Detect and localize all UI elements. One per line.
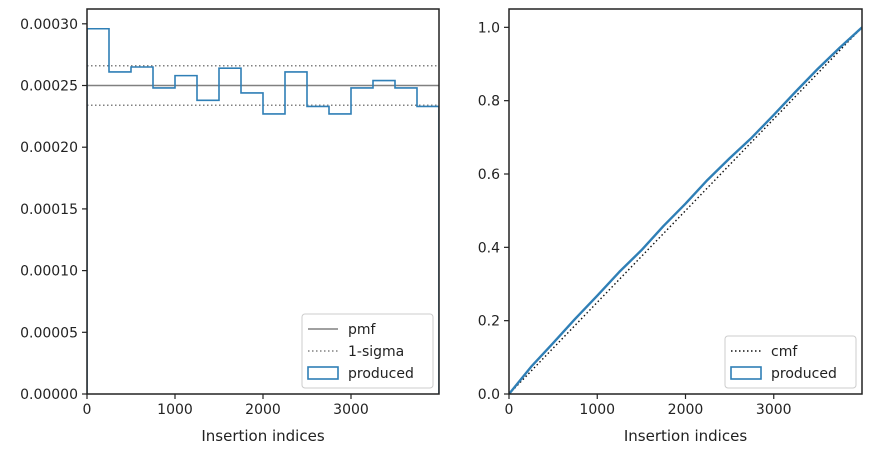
x-tick-label: 1000 (579, 402, 615, 418)
legend-label-1-sigma: 1-sigma (348, 344, 404, 360)
y-tick-label: 0.0 (478, 387, 500, 403)
x-axis-label: Insertion indices (624, 427, 747, 445)
x-tick-label: 0 (83, 402, 92, 418)
histogram-chart: 0 1000 2000 3000 0.00000 0.00005 0.00010 0.0001… (20, 8, 440, 445)
y-tick-label: 0.2 (478, 314, 500, 330)
y-tick-label: 0.00000 (20, 387, 78, 403)
y-tick-label: 0.00010 (20, 264, 78, 280)
legend-label-pmf: pmf (348, 322, 377, 338)
x-tick-label: 1000 (157, 402, 193, 418)
y-tick-label: 0.4 (478, 240, 500, 256)
x-tick-label: 3000 (756, 402, 792, 418)
legend-handle-produced (730, 366, 762, 380)
x-tick-label: 2000 (245, 402, 281, 418)
legend-box (301, 313, 434, 389)
y-tick-label: 0.6 (478, 167, 500, 183)
y-tick-label: 0.00025 (20, 79, 78, 95)
produced-cdf-line (509, 26, 862, 394)
y-tick-label: 0.00015 (20, 202, 78, 218)
cmf-line (509, 26, 862, 394)
legend-label-cmf: cmf (771, 344, 798, 360)
produced-step-histogram (87, 27, 439, 394)
y-tick-label: 0.8 (478, 94, 500, 110)
y-tick-label: 0.00020 (20, 140, 78, 156)
x-axis-label: Insertion indices (201, 427, 324, 445)
y-tick-label: 0.00005 (20, 325, 78, 341)
legend-handle-produced (307, 366, 339, 380)
plot-area (509, 26, 862, 394)
legend: pmf 1-sigma produced (301, 313, 434, 389)
legend: cmf produced (724, 335, 857, 389)
legend-label-produced: produced (771, 366, 837, 382)
y-tick-label: 1.0 (478, 20, 500, 36)
cdf-chart: 0 1000 2000 3000 0.0 0.2 0.4 0.6 0.8 1.0 Insertion… (478, 8, 863, 445)
legend-label-produced: produced (348, 366, 414, 382)
x-tick-label: 3000 (333, 402, 369, 418)
y-tick-label: 0.00030 (20, 17, 78, 33)
legend-box (724, 335, 857, 389)
x-tick-label: 0 (505, 402, 514, 418)
plot-area (87, 27, 439, 394)
x-tick-label: 2000 (668, 402, 704, 418)
